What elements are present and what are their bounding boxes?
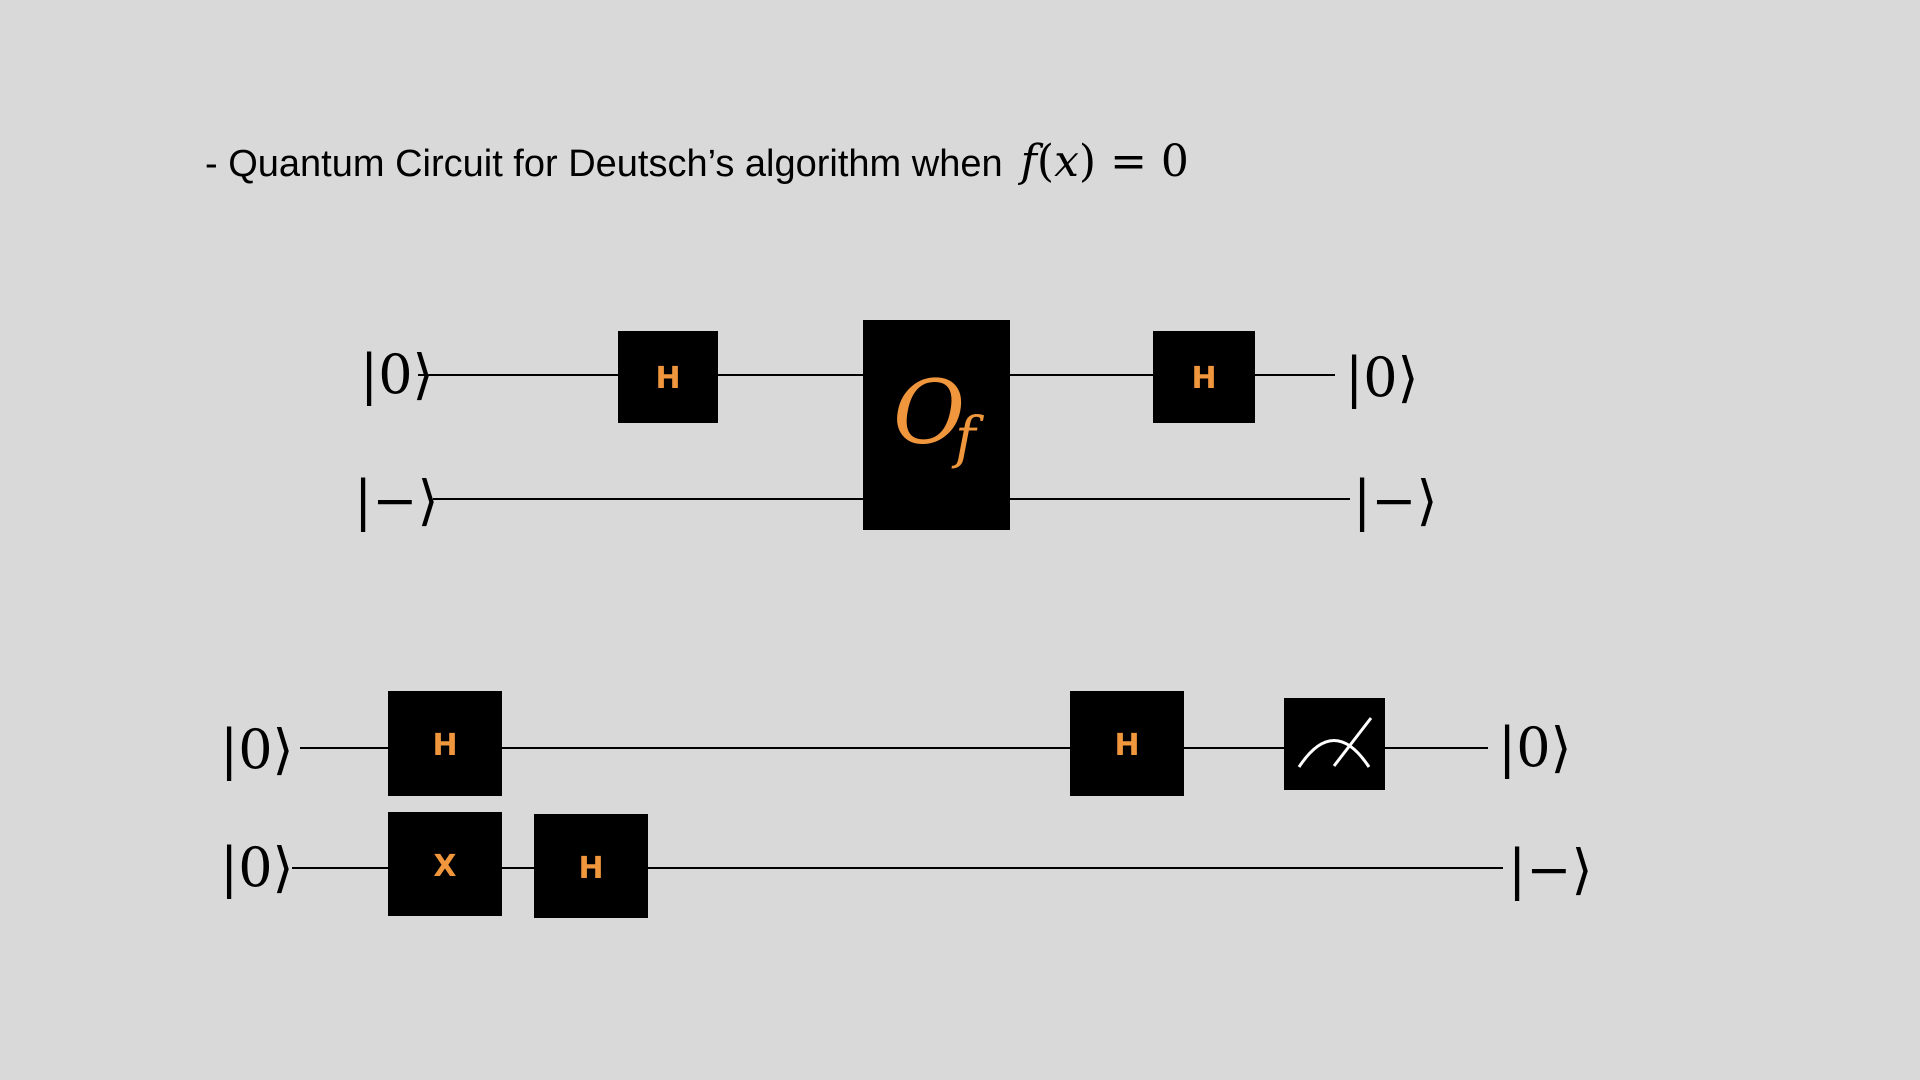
title-text: - Quantum Circuit for Deutsch’s algorith… [205,143,1003,185]
title-formula: f(x) = 0 [1021,136,1189,187]
bottom-input-ket-0-bottom: |0⟩ [220,836,294,899]
top-h-gate-1[interactable]: H [618,331,718,423]
oracle-gate[interactable]: O f [863,320,1010,530]
bottom-h-gate-top-1[interactable]: H [388,691,502,796]
top-h-gate-2-label: H [1191,361,1216,396]
bottom-h-gate-bottom[interactable]: H [534,814,648,918]
top-h-gate-1-label: H [655,361,680,396]
measurement-gate[interactable] [1284,698,1385,790]
oracle-main-label: O [893,361,965,464]
formula-var: x [1054,136,1079,187]
top-output-ket-minus: |−⟩ [1353,469,1438,532]
formula-func: f [1020,136,1037,187]
top-circuit: |0⟩ |−⟩ H O f H |0⟩ |−⟩ [354,320,1438,532]
bottom-output-ket-minus: |−⟩ [1508,838,1593,901]
top-input-ket-0: |0⟩ [360,343,434,406]
bottom-circuit: |0⟩ |0⟩ H X H H [220,691,1593,918]
bottom-h-gate-bottom-label: H [578,851,603,886]
formula-rest: ) = 0 [1078,136,1189,187]
top-output-ket-0: |0⟩ [1345,346,1419,409]
page-title: - Quantum Circuit for Deutsch’s algorith… [205,136,1189,187]
top-input-ket-minus: |−⟩ [354,469,439,532]
bottom-x-gate[interactable]: X [388,812,502,916]
formula-open: ( [1036,136,1055,187]
bottom-output-ket-0: |0⟩ [1498,716,1572,779]
bottom-h-gate-top-2[interactable]: H [1070,691,1184,796]
bottom-x-gate-label: X [433,849,456,884]
top-h-gate-2[interactable]: H [1153,331,1255,423]
bottom-h-gate-top-1-label: H [432,728,457,763]
measurement-meter-icon [1297,717,1373,768]
bottom-h-gate-top-2-label: H [1114,728,1139,763]
bottom-input-ket-0-top: |0⟩ [220,718,294,781]
